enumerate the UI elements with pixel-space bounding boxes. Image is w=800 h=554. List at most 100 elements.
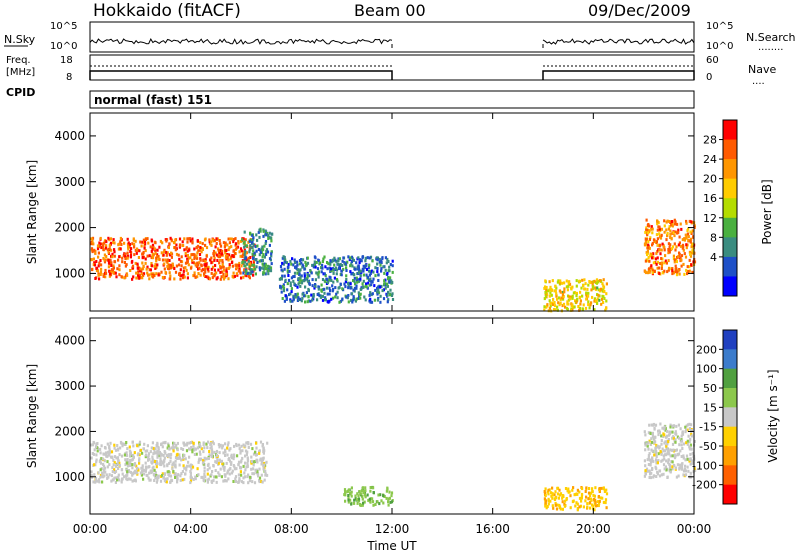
heatmap-cell <box>590 288 593 292</box>
heatmap-cell <box>281 261 284 265</box>
noise-right-label: N.Search <box>746 31 796 44</box>
heatmap-cell <box>551 486 554 490</box>
heatmap-cell <box>552 297 555 301</box>
heatmap-cell <box>260 479 263 483</box>
heatmap-cell <box>664 427 667 431</box>
heatmap-cell <box>647 431 650 435</box>
heatmap-cell <box>142 250 145 254</box>
heatmap-cell <box>288 269 291 273</box>
heatmap-cell <box>246 262 249 266</box>
heatmap-cell <box>117 448 120 452</box>
heatmap-cell <box>686 265 689 269</box>
heatmap-cell <box>671 436 674 440</box>
heatmap-cell <box>668 464 672 468</box>
heatmap-cell <box>213 450 216 454</box>
heatmap-cell <box>562 297 565 301</box>
heatmap-cell <box>329 289 332 292</box>
heatmap-cell <box>584 306 588 310</box>
heatmap-cell <box>306 256 309 260</box>
heatmap-cell <box>675 432 678 436</box>
heatmap-cell <box>197 460 200 464</box>
heatmap-cell <box>599 279 602 283</box>
heatmap-cell <box>368 256 371 260</box>
heatmap-cell <box>390 500 394 504</box>
heatmap-cell <box>290 290 293 294</box>
heatmap-cell <box>684 430 687 434</box>
heatmap-cell <box>368 293 371 297</box>
heatmap-cell <box>92 452 96 456</box>
velocity-ylabel: Slant Range [km] <box>25 364 39 468</box>
heatmap-cell <box>97 273 100 277</box>
heatmap-cell <box>600 486 603 490</box>
heatmap-cell <box>101 480 104 484</box>
heatmap-cell <box>102 273 105 277</box>
heatmap-cell <box>98 261 101 265</box>
heatmap-cell <box>347 286 350 290</box>
heatmap-cell <box>229 257 232 261</box>
heatmap-cell <box>366 493 369 497</box>
heatmap-cell <box>170 251 173 255</box>
heatmap-cell <box>243 475 247 479</box>
heatmap-cell <box>376 286 379 290</box>
colorbar-segment <box>723 237 737 258</box>
heatmap-cell <box>147 241 150 245</box>
heatmap-cell <box>97 478 101 482</box>
heatmap-cell <box>103 260 107 264</box>
heatmap-cell <box>182 266 185 270</box>
heatmap-cell <box>250 455 253 459</box>
heatmap-cell <box>167 444 170 448</box>
heatmap-cell <box>183 237 186 241</box>
heatmap-cell <box>604 308 607 312</box>
heatmap-cell <box>364 298 367 302</box>
heatmap-cell <box>564 487 568 490</box>
heatmap-cell <box>334 295 337 299</box>
heatmap-cell <box>387 277 390 281</box>
heatmap-cell <box>181 240 184 244</box>
heatmap-cell <box>186 257 189 261</box>
heatmap-cell <box>294 295 297 299</box>
heatmap-cell <box>135 466 139 470</box>
heatmap-cell <box>205 442 208 446</box>
heatmap-cell <box>221 259 224 262</box>
heatmap-cell <box>260 259 263 263</box>
heatmap-cell <box>386 257 389 261</box>
heatmap-cell <box>649 269 652 273</box>
heatmap-cell <box>213 272 216 276</box>
heatmap-cell <box>315 261 318 264</box>
colorbar-tick-label: 200 <box>696 343 717 356</box>
heatmap-cell <box>109 237 113 241</box>
heatmap-cell <box>124 252 127 256</box>
heatmap-cell <box>110 261 113 265</box>
heatmap-cell <box>210 271 213 275</box>
heatmap-cell <box>254 468 257 472</box>
heatmap-cell <box>176 475 179 478</box>
heatmap-cell <box>555 294 558 298</box>
heatmap-cell <box>351 264 354 268</box>
heatmap-cell <box>665 238 668 242</box>
heatmap-cell <box>571 303 574 307</box>
heatmap-cell <box>258 268 262 272</box>
heatmap-cell <box>236 454 239 458</box>
heatmap-cell <box>198 450 201 454</box>
colorbar-tick-label: 20 <box>703 173 717 186</box>
heatmap-cell <box>652 441 655 445</box>
heatmap-cell <box>203 466 206 470</box>
heatmap-cell <box>223 473 226 477</box>
heatmap-cell <box>357 497 361 501</box>
heatmap-cell <box>678 272 681 276</box>
heatmap-cell <box>552 506 555 510</box>
heatmap-cell <box>337 259 340 263</box>
heatmap-cell <box>292 263 295 267</box>
heatmap-cell <box>676 452 679 456</box>
heatmap-cell <box>210 445 213 449</box>
heatmap-cell <box>169 263 172 267</box>
heatmap-cell <box>138 457 141 461</box>
heatmap-cell <box>666 429 669 433</box>
heatmap-cell <box>214 460 217 464</box>
heatmap-cell <box>589 303 592 307</box>
heatmap-cell <box>207 462 210 466</box>
heatmap-cell <box>688 250 691 254</box>
heatmap-cell <box>340 269 343 273</box>
heatmap-cell <box>556 305 559 309</box>
heatmap-cell <box>264 240 268 243</box>
